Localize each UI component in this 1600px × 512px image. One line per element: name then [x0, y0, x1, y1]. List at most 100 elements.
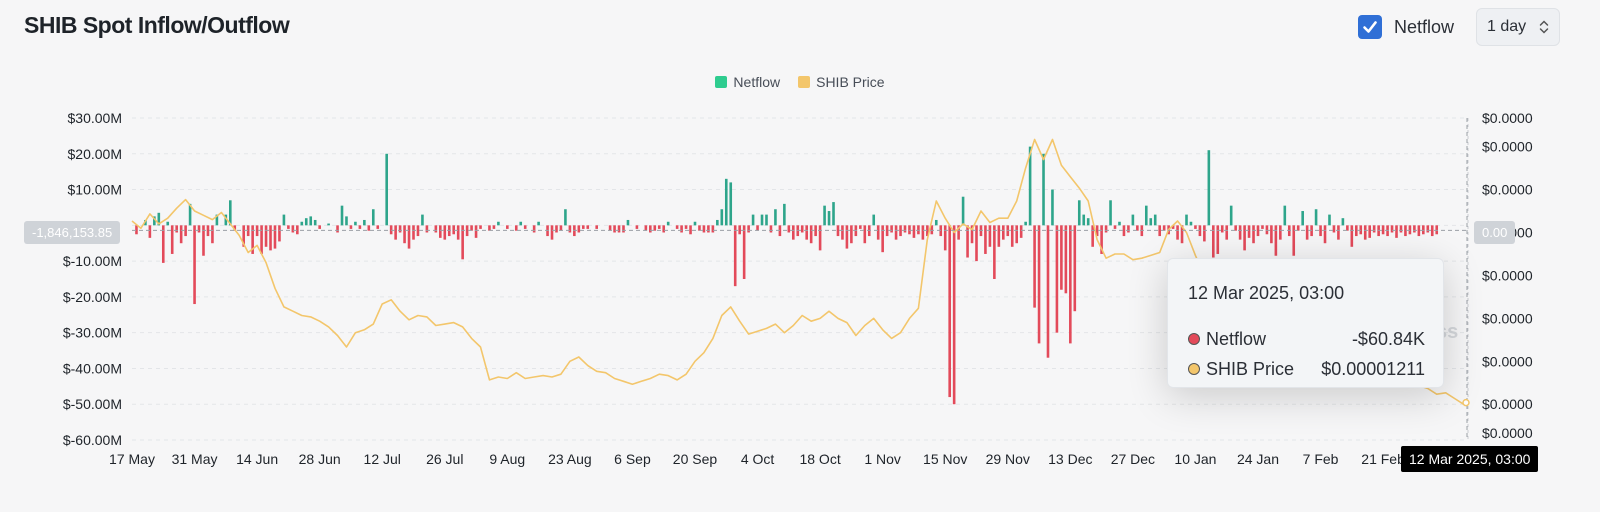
netflow-bar — [1413, 225, 1416, 233]
x-tick-label: 9 Aug — [489, 451, 525, 467]
netflow-bar — [1100, 225, 1103, 254]
netflow-bar — [1046, 225, 1050, 358]
netflow-bar — [184, 225, 187, 237]
netflow-bar — [1033, 225, 1036, 308]
netflow-bar — [890, 225, 893, 233]
netflow-bar — [519, 221, 523, 226]
netflow-bar — [724, 178, 728, 226]
netflow-bar — [908, 225, 911, 235]
tooltip-value-netflow: -$60.84K — [1351, 328, 1425, 349]
netflow-bar — [930, 225, 934, 235]
netflow-bar — [242, 225, 246, 247]
netflow-bar — [774, 209, 777, 226]
netflow-bar — [1417, 225, 1421, 237]
netflow-bar — [1238, 225, 1242, 240]
x-tick-label: 26 Jul — [426, 451, 463, 467]
netflow-bar — [1136, 225, 1139, 231]
netflow-toggle-label[interactable]: Netflow — [1393, 16, 1454, 37]
netflow-bar — [398, 225, 402, 233]
chevron-up-down-icon — [1539, 20, 1549, 34]
netflow-bar — [680, 225, 683, 233]
legend-swatch-netflow — [715, 76, 728, 88]
netflow-bar — [1095, 225, 1099, 237]
netflow-bar — [698, 225, 701, 231]
netflow-bar — [917, 225, 920, 235]
netflow-bar — [997, 225, 1001, 247]
interval-select[interactable]: 1 day — [1476, 8, 1560, 46]
netflow-bar — [1015, 225, 1019, 244]
legend-item-price[interactable]: SHIB Price — [798, 74, 885, 90]
netflow-bar — [251, 225, 254, 254]
netflow-bar — [613, 225, 616, 233]
netflow-bar — [993, 225, 996, 279]
netflow-bar — [157, 212, 161, 226]
netflow-bar — [894, 225, 898, 240]
netflow-bar — [416, 225, 420, 237]
netflow-bar — [1279, 225, 1282, 240]
y-right-tick-label: $0.0000 — [1482, 110, 1533, 126]
netflow-bar — [1207, 150, 1211, 226]
netflow-bar — [716, 219, 719, 226]
legend-label-price: SHIB Price — [816, 74, 885, 90]
chart-controls: Netflow 1 day — [1357, 8, 1560, 46]
netflow-bar — [859, 225, 862, 229]
x-tick-label: 13 Dec — [1048, 451, 1092, 467]
netflow-bar — [1158, 225, 1161, 237]
x-tick-label: 29 Nov — [986, 451, 1030, 467]
netflow-bar — [1404, 225, 1407, 237]
crosshair-y-right-label: 0.00 — [1474, 221, 1516, 244]
netflow-bar — [769, 225, 773, 233]
tooltip-dot-price — [1188, 363, 1200, 375]
netflow-bar — [313, 219, 317, 226]
netflow-bar — [425, 225, 429, 233]
netflow-bar — [1261, 225, 1264, 229]
netflow-bar — [255, 225, 259, 237]
netflow-bar — [260, 225, 263, 254]
legend-item-netflow[interactable]: Netflow — [715, 74, 780, 90]
netflow-bar — [166, 221, 170, 226]
netflow-bar — [336, 225, 339, 233]
netflow-bar — [1328, 214, 1331, 226]
netflow-bar — [1359, 225, 1363, 235]
netflow-bar — [966, 225, 969, 258]
netflow-bar — [787, 225, 791, 233]
netflow-bar — [1060, 225, 1063, 290]
x-tick-label: 10 Jan — [1174, 451, 1216, 467]
netflow-bar — [1019, 225, 1023, 238]
netflow-bar — [1216, 225, 1220, 254]
y-left-tick-label: $30.00M — [68, 110, 122, 126]
netflow-bar — [1194, 225, 1197, 229]
netflow-bar — [952, 225, 956, 405]
netflow-bar — [421, 214, 424, 226]
netflow-bar — [765, 214, 768, 226]
netflow-bar — [1395, 225, 1398, 238]
netflow-bar — [568, 225, 572, 233]
netflow-bar — [1225, 225, 1229, 240]
chart-legend: Netflow SHIB Price — [0, 74, 1600, 90]
netflow-bar — [827, 211, 831, 226]
netflow-bar — [434, 225, 438, 233]
netflow-bar — [689, 225, 692, 235]
netflow-bar — [412, 225, 415, 240]
netflow-bar — [926, 225, 929, 237]
netflow-bar — [1171, 225, 1175, 229]
netflow-bar — [805, 225, 809, 240]
netflow-checkbox[interactable] — [1357, 15, 1382, 39]
y-right-tick-label: $0.0000 — [1482, 396, 1533, 412]
netflow-bar — [1341, 218, 1345, 226]
x-tick-label: 14 Jun — [236, 451, 278, 467]
netflow-bar — [1064, 225, 1068, 294]
netflow-bar — [729, 182, 733, 226]
netflow-bar — [1185, 214, 1188, 226]
netflow-bar — [1252, 225, 1255, 244]
netflow-bar — [608, 225, 612, 231]
netflow-bar — [555, 225, 558, 233]
netflow-bar — [264, 225, 268, 247]
netflow-bar — [389, 225, 393, 235]
tooltip-row-price: SHIB Price $0.00001211 — [1188, 354, 1425, 384]
netflow-bar — [1104, 225, 1108, 233]
netflow-bar — [564, 209, 567, 226]
netflow-bar — [291, 225, 295, 233]
netflow-bar — [282, 214, 286, 226]
